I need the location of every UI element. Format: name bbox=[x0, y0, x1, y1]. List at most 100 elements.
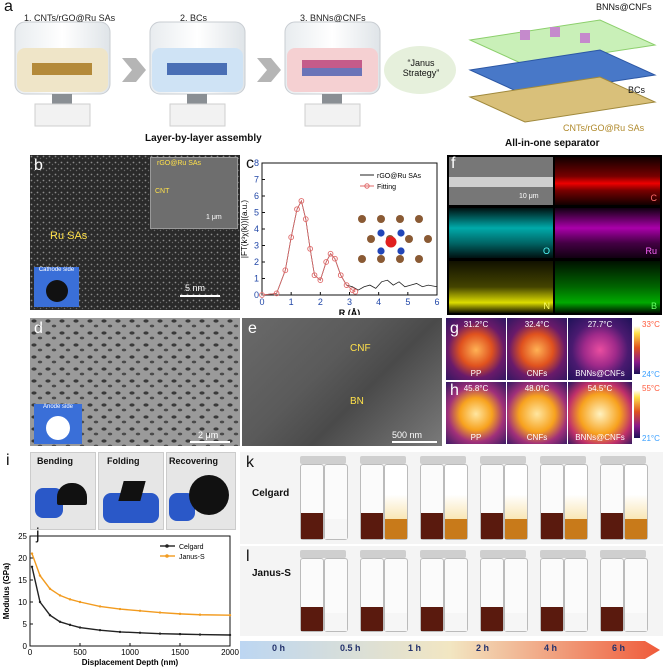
fitting-point bbox=[311, 272, 318, 279]
vial-right bbox=[324, 558, 348, 632]
thermal-g-bnns-temp: 27.7°C bbox=[587, 320, 613, 329]
fitting-point bbox=[323, 259, 330, 265]
x-tick-label-j: 1000 bbox=[121, 648, 139, 657]
step-2-label: 2. BCs bbox=[180, 13, 208, 23]
photo-bending-label: Bending bbox=[37, 456, 73, 466]
thermal-h-pp-name: PP bbox=[470, 433, 482, 442]
panel-k: k Celgard bbox=[240, 452, 663, 544]
vial-cap bbox=[600, 456, 646, 464]
caption-layer-by-layer: Layer-by-layer assembly bbox=[145, 133, 262, 144]
colorbar-g-min: 24°C bbox=[642, 370, 660, 379]
carbon-atom bbox=[358, 255, 366, 263]
anode-side-label: Anode side bbox=[42, 404, 74, 410]
vial-right-liquid bbox=[505, 613, 527, 631]
panel-a: a bbox=[0, 0, 663, 150]
map-ru-label: Ru bbox=[645, 246, 657, 256]
panel-l-label: l bbox=[246, 548, 250, 565]
vial-left bbox=[540, 558, 564, 632]
time-1h: 1 h bbox=[408, 643, 422, 653]
nitrogen-atom bbox=[377, 247, 385, 255]
caption-all-in-one: All-in-one separator bbox=[505, 138, 600, 149]
vial-pair bbox=[478, 550, 530, 632]
point-celgard bbox=[38, 600, 42, 604]
timeline: 0 h 0.5 h 1 h 2 h 4 h 6 h bbox=[240, 638, 663, 662]
fitting-point bbox=[349, 287, 356, 293]
x-tick-label-c: 3 bbox=[347, 297, 352, 307]
panel-gh: g 31.2°C PP 32.4°C CNFs 27.7°C BNNs@CNFs… bbox=[446, 318, 663, 448]
map-b-label: B bbox=[650, 301, 657, 311]
panel-h-label: h bbox=[450, 382, 459, 399]
colorbar-h bbox=[634, 390, 640, 438]
nitrogen-atom bbox=[397, 247, 405, 255]
fitting-point bbox=[298, 198, 305, 204]
plot-frame-j bbox=[29, 535, 231, 647]
vial-pair bbox=[538, 456, 590, 540]
point-janus-s bbox=[78, 600, 82, 604]
point-janus-s bbox=[118, 607, 122, 611]
anode-disc bbox=[46, 416, 70, 440]
legend-label-1: Fitting bbox=[377, 184, 396, 191]
vials-janus bbox=[240, 546, 663, 636]
cross-section-band bbox=[449, 177, 553, 187]
carbon-atom bbox=[396, 215, 404, 223]
inset-label-cnt: CNT bbox=[155, 188, 170, 195]
carbon-atom bbox=[396, 255, 404, 263]
carbon-atom bbox=[405, 235, 413, 243]
y-tick-label-j: 20 bbox=[18, 554, 27, 563]
carbon-atom bbox=[358, 215, 366, 223]
point-janus-s bbox=[178, 612, 182, 616]
point-janus-s bbox=[138, 609, 142, 612]
vial-right-liquid bbox=[445, 613, 467, 631]
panel-f: 10 μm f C O Ru N B bbox=[447, 155, 662, 315]
thermal-h-bnns-temp: 54.5°C bbox=[587, 384, 613, 393]
fitting-point bbox=[352, 288, 359, 295]
layer-bnns-label: BNNs@CNFs bbox=[596, 2, 652, 12]
map-c-label: C bbox=[650, 193, 658, 203]
vial-pair bbox=[418, 550, 470, 632]
point-janus-s bbox=[158, 611, 162, 614]
vial-cap bbox=[480, 550, 526, 558]
step-1-label: 1. CNTs/rGO@Ru SAs bbox=[24, 13, 116, 23]
vial-left-liquid bbox=[421, 607, 443, 631]
y-tick-label-j: 5 bbox=[23, 620, 28, 629]
vial-pair bbox=[478, 456, 530, 540]
vial-left-liquid bbox=[421, 513, 443, 539]
colorbar-g bbox=[634, 326, 640, 374]
series-line-rgo bbox=[261, 199, 438, 296]
janus-row-label: Janus-S bbox=[252, 568, 291, 579]
inset-label-rgo: rGO@Ru SAs bbox=[157, 160, 202, 167]
layer-cnts-label: CNTs/rGO@Ru SAs bbox=[563, 123, 645, 133]
panel-i: i Bending Folding Recovering bbox=[6, 452, 236, 532]
vial-right bbox=[324, 464, 348, 540]
legend-marker-j-0 bbox=[165, 544, 169, 548]
y-tick-label-c: 0 bbox=[254, 290, 259, 300]
panel-l: l Janus-S bbox=[240, 546, 663, 636]
y-tick-label-c: 6 bbox=[254, 191, 259, 201]
legend-marker-j-1 bbox=[165, 554, 169, 558]
y-tick-label-j: 0 bbox=[23, 642, 28, 651]
vial-pair bbox=[298, 456, 350, 540]
point-celgard bbox=[68, 623, 72, 627]
thermal-g-cnfs-temp: 32.4°C bbox=[524, 320, 550, 329]
vial-left bbox=[360, 464, 384, 540]
carbon-atom bbox=[377, 215, 385, 223]
panel-e-scalebar bbox=[392, 441, 437, 443]
x-tick-label-c: 5 bbox=[405, 297, 410, 307]
separator-flat bbox=[189, 475, 229, 515]
vial-left-liquid bbox=[601, 607, 623, 631]
vial-cap bbox=[480, 456, 526, 464]
fitting-point bbox=[288, 234, 295, 241]
point-janus-s bbox=[58, 594, 62, 597]
point-celgard bbox=[178, 632, 182, 636]
panel-i-label: i bbox=[6, 452, 10, 469]
vial-left bbox=[300, 558, 324, 632]
y-axis-label-c: |FT(k³χ(k))|(a.u.) bbox=[240, 200, 249, 258]
vial-cap bbox=[600, 550, 646, 558]
vial-pair bbox=[358, 550, 410, 632]
point-janus-s bbox=[198, 613, 202, 616]
vials-celgard bbox=[240, 452, 663, 544]
point-celgard bbox=[98, 628, 102, 632]
vial-left-liquid bbox=[301, 607, 323, 631]
janus-bubble bbox=[384, 46, 456, 94]
panel-e-sem: e CNF BN 500 nm bbox=[242, 318, 442, 446]
